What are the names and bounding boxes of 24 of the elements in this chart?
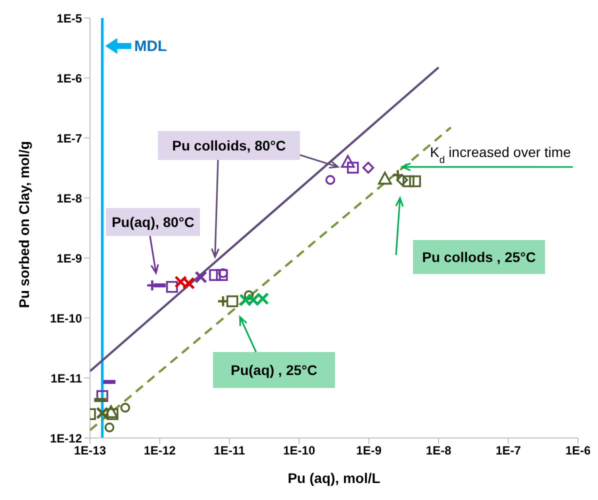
annotation: Pu collods , 25°C — [422, 249, 536, 265]
y-tick-label: 1E-12 — [50, 431, 82, 446]
y-tick-label: 1E-10 — [50, 311, 82, 326]
x-tick-label: 1E-7 — [496, 444, 522, 458]
annotation: Pu(aq) , 25°C — [230, 362, 318, 378]
x-tick-label: 1E-9 — [356, 444, 382, 458]
x-tick-label: 1E-6 — [565, 444, 591, 458]
x-tick-label: 1E-12 — [144, 444, 176, 458]
y-tick-label: 1E-5 — [56, 11, 82, 26]
y-tick-label: 1E-7 — [56, 131, 82, 146]
x-tick-label: 1E-8 — [426, 444, 452, 458]
annotation: K$_{d}$ increased over time — [430, 144, 572, 166]
y-tick-label: 1E-6 — [56, 71, 82, 86]
y-tick-label: 1E-8 — [56, 191, 82, 206]
annotation: Pu colloids, 80°C — [172, 138, 286, 154]
annotation: Pu(aq), 80°C — [112, 214, 194, 230]
ref-line-label: MDL — [134, 38, 167, 55]
x-axis-title: Pu (aq), mol/L — [288, 470, 381, 486]
y-tick-label: 1E-9 — [56, 251, 82, 266]
y-tick-label: 1E-11 — [50, 371, 82, 386]
x-tick-label: 1E-10 — [283, 444, 316, 458]
x-tick-label: 1E-13 — [74, 444, 106, 458]
x-tick-label: 1E-11 — [214, 444, 246, 458]
y-axis-title: Pu sorbed on Clay, mol/g — [16, 141, 32, 308]
